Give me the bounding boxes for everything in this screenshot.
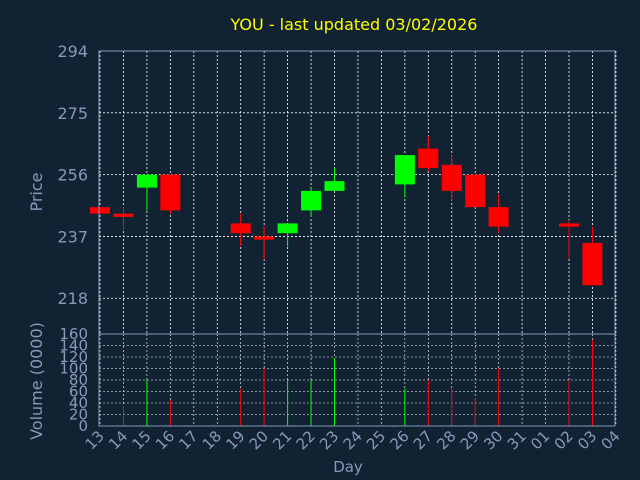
- candle-body: [465, 174, 486, 208]
- candle-body: [488, 207, 509, 227]
- candle-body: [136, 174, 157, 188]
- price-tick-label: 237: [57, 227, 88, 246]
- candle-body: [277, 223, 298, 234]
- volume-tick-label: 80: [69, 371, 88, 389]
- price-tick-label: 294: [57, 42, 88, 61]
- volume-tick-label: 20: [69, 406, 88, 424]
- price-axis-label: Price: [27, 172, 46, 211]
- candle-body: [441, 164, 462, 191]
- candle-body: [582, 242, 603, 286]
- volume-tick-label: 140: [59, 337, 88, 355]
- candle-body: [559, 223, 579, 227]
- volume-axis-label: Volume (0000): [27, 322, 46, 440]
- candle-body: [90, 207, 110, 214]
- candle-body: [394, 155, 415, 185]
- volume-tick-label: 60: [69, 383, 88, 401]
- price-tick-label: 275: [57, 104, 88, 123]
- candle-body: [324, 181, 345, 191]
- candle-body: [160, 174, 181, 211]
- volume-bars: [122, 339, 593, 426]
- volume-tick-label: 160: [59, 325, 88, 343]
- chart-title: YOU - last updated 03/02/2026: [230, 15, 478, 34]
- candle-body: [254, 236, 275, 240]
- volume-panel-frame: [98, 333, 616, 427]
- candle-body: [230, 223, 251, 234]
- volume-tick-label: 40: [69, 394, 88, 412]
- volume-tick-label: 120: [59, 348, 88, 366]
- price-axis-ticks: 218 237 256 275 294: [57, 42, 88, 308]
- price-tick-label: 256: [57, 166, 88, 185]
- volume-tick-label: 100: [59, 360, 88, 378]
- candle-body: [418, 148, 439, 169]
- candle-body: [113, 213, 134, 217]
- price-tick-label: 218: [57, 289, 88, 308]
- price-candles: [90, 135, 603, 286]
- x-axis-ticks: 1314151617181920212223242526272829303101…: [82, 427, 624, 453]
- volume-tick-label: 0: [78, 417, 88, 435]
- x-axis-label: Day: [333, 458, 363, 476]
- candle-body: [301, 190, 322, 211]
